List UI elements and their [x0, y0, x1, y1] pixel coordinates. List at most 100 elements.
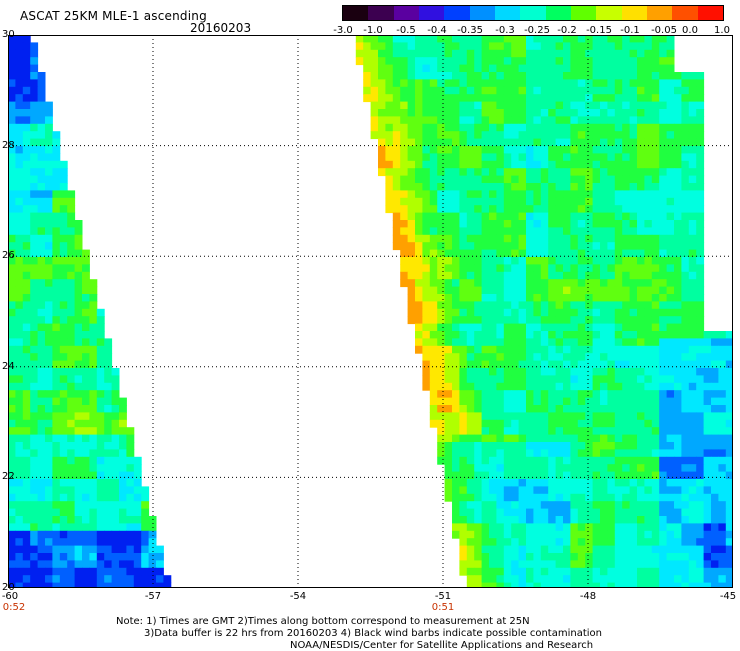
wind-cell — [474, 94, 483, 103]
wind-cell — [96, 345, 105, 354]
wind-cell — [30, 456, 39, 465]
wind-cell — [563, 79, 571, 88]
wind-cell — [540, 72, 549, 80]
wind-cell — [452, 279, 460, 288]
wind-cell — [674, 86, 682, 95]
wind-cell — [548, 197, 557, 206]
wind-cell — [681, 257, 690, 265]
wind-cell — [82, 464, 90, 473]
wind-cell — [577, 397, 586, 406]
wind-cell — [570, 375, 579, 384]
wind-cell — [600, 508, 608, 517]
wind-cell — [526, 183, 534, 191]
wind-cell — [674, 146, 682, 154]
wind-cell — [30, 479, 39, 487]
wind-cell — [96, 575, 105, 584]
wind-cell — [607, 72, 616, 80]
wind-cell — [67, 397, 76, 406]
wind-cell — [511, 479, 520, 487]
wind-cell — [533, 168, 542, 177]
wind-cell — [489, 493, 497, 502]
wind-cell — [563, 545, 571, 554]
wind-cell — [429, 109, 438, 117]
colorbar-label: 1.0 — [714, 25, 730, 36]
wind-cell — [481, 57, 490, 66]
wind-cell — [466, 79, 475, 88]
wind-cell — [651, 94, 660, 103]
wind-cell — [563, 271, 571, 280]
wind-cell — [526, 427, 534, 436]
wind-cell — [718, 545, 727, 554]
wind-cell — [548, 508, 557, 517]
wind-cell — [703, 419, 712, 428]
wind-cell — [644, 160, 653, 169]
wind-cell — [674, 456, 682, 465]
wind-cell — [407, 294, 416, 302]
wind-cell — [555, 545, 564, 554]
wind-cell — [489, 456, 497, 465]
wind-cell — [503, 375, 512, 384]
wind-cell — [725, 582, 733, 588]
wind-cell — [415, 131, 423, 140]
wind-cell — [607, 368, 616, 376]
wind-cell — [89, 486, 98, 495]
note-line-1: Note: 1) Times are GMT 2)Times along bot… — [116, 616, 530, 627]
wind-cell — [474, 49, 483, 58]
wind-cell — [59, 516, 68, 524]
wind-cell — [474, 375, 483, 384]
wind-cell — [711, 405, 719, 413]
wind-cell — [459, 35, 468, 43]
wind-cell — [703, 434, 712, 443]
wind-cell — [82, 368, 90, 376]
wind-cell — [614, 368, 623, 376]
wind-cell — [496, 575, 505, 584]
wind-cell — [452, 360, 460, 369]
wind-cell — [503, 153, 512, 162]
wind-cell — [674, 271, 682, 280]
wind-cell — [481, 220, 490, 228]
wind-cell — [400, 168, 409, 177]
wind-cell — [437, 220, 446, 228]
wind-cell — [37, 72, 46, 80]
wind-cell — [718, 397, 727, 406]
wind-cell — [696, 257, 705, 265]
wind-cell — [444, 471, 453, 480]
wind-cell — [600, 523, 608, 532]
wind-cell — [452, 168, 460, 177]
wind-cell — [481, 168, 490, 177]
wind-cell — [718, 479, 727, 487]
wind-cell — [607, 501, 616, 510]
wind-cell — [119, 434, 127, 443]
wind-cell — [104, 560, 113, 569]
wind-cell — [8, 560, 16, 569]
wind-cell — [45, 493, 53, 502]
wind-cell — [370, 35, 379, 43]
wind-cell — [563, 190, 571, 199]
wind-cell — [89, 382, 98, 391]
wind-cell — [592, 331, 601, 339]
wind-cell — [15, 516, 24, 524]
wind-cell — [489, 360, 497, 369]
wind-cell — [52, 301, 61, 310]
wind-cell — [126, 567, 135, 576]
wind-cell — [570, 109, 579, 117]
wind-cell — [570, 249, 579, 258]
wind-cell — [481, 286, 490, 295]
wind-cell — [22, 42, 31, 51]
wind-cell — [437, 375, 446, 384]
wind-cell — [422, 116, 431, 125]
wind-cell — [74, 390, 83, 399]
wind-cell — [89, 449, 98, 458]
wind-cell — [385, 86, 394, 95]
wind-cell — [614, 220, 623, 228]
wind-cell — [429, 86, 438, 95]
wind-cell — [725, 479, 733, 487]
wind-cell — [622, 72, 631, 80]
wind-cell — [592, 197, 601, 206]
wind-cell — [585, 338, 594, 347]
wind-cell — [688, 160, 697, 169]
wind-cell — [518, 449, 527, 458]
wind-cell — [511, 360, 520, 369]
wind-cell — [52, 286, 61, 295]
wind-cell — [422, 286, 431, 295]
